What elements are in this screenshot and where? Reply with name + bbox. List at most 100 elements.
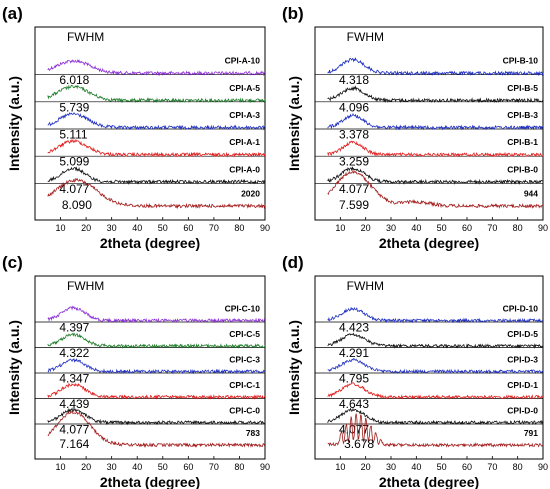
fwhm-value: 3.259: [339, 155, 369, 169]
series-CPI-D-0: CPI-D-04.077: [315, 406, 544, 437]
plot-frame: [34, 26, 266, 221]
series-label: CPI-B-10: [503, 56, 539, 66]
series-label: CPI-A-5: [229, 83, 260, 93]
series-label: CPI-D-5: [507, 329, 538, 339]
series-label: 944: [524, 188, 538, 198]
fwhm-value: 3.378: [339, 128, 369, 142]
x-axis-title: 2theta (degree): [100, 235, 200, 251]
series-CPI-B-3: CPI-B-3 3.378: [315, 110, 544, 142]
fwhm-value: 7.599: [339, 198, 369, 212]
series-label: 791: [524, 428, 538, 438]
x-tick-label: 40: [132, 223, 142, 233]
series-label: CPI-A-0: [229, 164, 260, 174]
series-CPI-C-10: CPI-C-10 4.397: [35, 304, 266, 335]
fwhm-annotation: FWHM: [347, 279, 384, 293]
series-line: [47, 332, 266, 349]
series-CPI-C-0: CPI-C-0 4.077: [35, 406, 266, 437]
series-line: [327, 57, 544, 77]
series-line: [327, 407, 544, 426]
fwhm-value: 7.164: [59, 437, 89, 451]
series-CPI-B-0: CPI-B-0 4.077: [315, 164, 544, 196]
series-783: 783 7.164: [47, 410, 266, 451]
series-label: CPI-D-1: [507, 380, 538, 390]
series-line: [327, 112, 544, 131]
x-tick-label: 80: [234, 462, 244, 472]
fwhm-annotation: FWHM: [67, 30, 104, 44]
panel-label: (b): [282, 4, 304, 23]
series-CPI-B-10: CPI-B-10 4.318: [315, 56, 544, 87]
y-axis-title: Intensity (a.u.): [6, 76, 22, 171]
fwhm-value: 6.018: [59, 73, 89, 87]
panel-2: (b) FWHM CPI-B-10 4.318 CPI-B-5 4.096 CPI-B-3 3…: [282, 4, 548, 251]
y-axis-title: Intensity (a.u.): [286, 76, 302, 171]
series-label: CPI-A-10: [225, 56, 261, 66]
x-tick-label: 30: [386, 462, 396, 472]
series-line: [47, 84, 266, 104]
series-CPI-D-10: CPI-D-10 4.423: [315, 304, 544, 335]
x-tick-label: 90: [538, 223, 548, 233]
series-CPI-D-5: CPI-D-5 4.291: [315, 329, 544, 360]
fwhm-value: 4.291: [339, 346, 369, 360]
fwhm-annotation: FWHM: [347, 30, 384, 44]
fwhm-value: 4.795: [339, 372, 369, 386]
x-tick-label: 70: [209, 462, 219, 472]
series-line: [47, 58, 266, 77]
x-tick-label: 80: [513, 223, 523, 233]
x-tick-label: 50: [437, 223, 447, 233]
x-tick-label: 90: [538, 462, 548, 472]
series-label: CPI-C-0: [229, 406, 260, 416]
series-line: [47, 166, 266, 185]
y-axis-title: Intensity (a.u.): [6, 320, 22, 415]
x-tick-label: 10: [56, 462, 66, 472]
series-line: [327, 166, 544, 185]
series-label: CPI-C-1: [229, 380, 260, 390]
series-label: CPI-D-0: [507, 406, 538, 416]
series-line: [47, 305, 266, 324]
series-CPI-B-1: CPI-B-1 3.259: [315, 137, 544, 169]
x-tick-label: 10: [335, 462, 345, 472]
fwhm-value: 4.096: [339, 100, 369, 114]
x-tick-label: 20: [81, 223, 91, 233]
plot-frame: [314, 275, 544, 460]
series-line: [327, 85, 544, 104]
series-CPI-A-10: CPI-A-10 6.018: [35, 56, 266, 87]
panel-label: (d): [282, 253, 304, 272]
x-tick-label: 70: [487, 462, 497, 472]
fwhm-value: 8.090: [62, 198, 92, 212]
series-label: CPI-B-5: [507, 83, 538, 93]
y-axis-title: Intensity (a.u.): [286, 320, 302, 415]
x-tick-label: 20: [361, 223, 371, 233]
series-label: CPI-C-5: [229, 329, 260, 339]
fwhm-value: 4.077: [59, 182, 89, 196]
series-line: [327, 382, 544, 400]
fwhm-value: 5.739: [59, 100, 89, 114]
x-tick-label: 20: [81, 462, 91, 472]
fwhm-value: 4.318: [339, 73, 369, 87]
panel-label: (c): [2, 253, 23, 272]
fwhm-value: 4.347: [59, 372, 89, 386]
series-label: CPI-B-1: [507, 137, 538, 147]
series-label: CPI-B-3: [507, 110, 538, 120]
plot-frame: [34, 275, 266, 460]
x-tick-label: 50: [158, 462, 168, 472]
x-tick-label: 90: [260, 223, 270, 233]
x-tick-label: 80: [234, 223, 244, 233]
x-axis-title: 2theta (degree): [379, 474, 479, 489]
series-CPI-A-1: CPI-A-1 5.099: [35, 137, 266, 169]
series-2020: 2020 8.090: [47, 177, 266, 212]
series-CPI-C-5: CPI-C-5 4.322: [35, 329, 266, 360]
panel-4: (d) FWHM CPI-D-10 4.423 CPI-D-5 4.291 CPI-D-3 4…: [282, 253, 548, 489]
series-CPI-A-3: CPI-A-3 5.111: [35, 110, 266, 142]
series-CPI-C-3: CPI-C-3 4.347: [35, 355, 266, 386]
series-CPI-D-3: CPI-D-3 4.795: [315, 355, 544, 386]
series-line: [47, 357, 266, 375]
x-tick-label: 40: [132, 462, 142, 472]
x-tick-label: 60: [462, 462, 472, 472]
x-axis-title: 2theta (degree): [379, 235, 479, 251]
x-tick-label: 60: [183, 223, 193, 233]
series-label: 2020: [241, 188, 260, 198]
series-label: CPI-B-0: [507, 164, 538, 174]
x-tick-label: 10: [56, 223, 66, 233]
series-CPI-A-5: CPI-A-5 5.739: [35, 83, 266, 114]
series-line: [327, 358, 544, 375]
